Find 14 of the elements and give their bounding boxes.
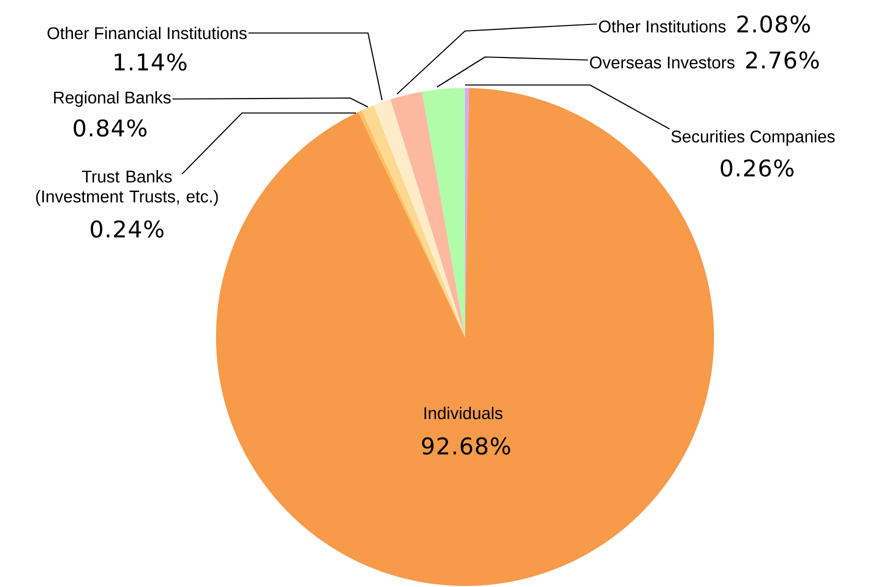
slice-label: Trust Banks (Investment Trusts, etc.) (36, 170, 218, 206)
slice-label: Other Financial Institutions (48, 26, 247, 40)
slice-label: Overseas Investors (590, 56, 734, 68)
data-label: 0.84% (74, 119, 146, 137)
data-label: 0.26% (720, 159, 794, 177)
data-label: 92.68% (422, 437, 510, 455)
data-label: 2.08% (737, 15, 810, 33)
data-label: 0.24% (90, 220, 164, 238)
slice-label: Individuals (424, 406, 502, 420)
slice-label: Regional Banks (54, 91, 171, 107)
slice-label: Other Institutions (598, 20, 726, 32)
slice-label: Securities Companies (671, 130, 835, 146)
data-label: 2.76% (746, 51, 819, 69)
data-label: 1.14% (114, 53, 186, 71)
